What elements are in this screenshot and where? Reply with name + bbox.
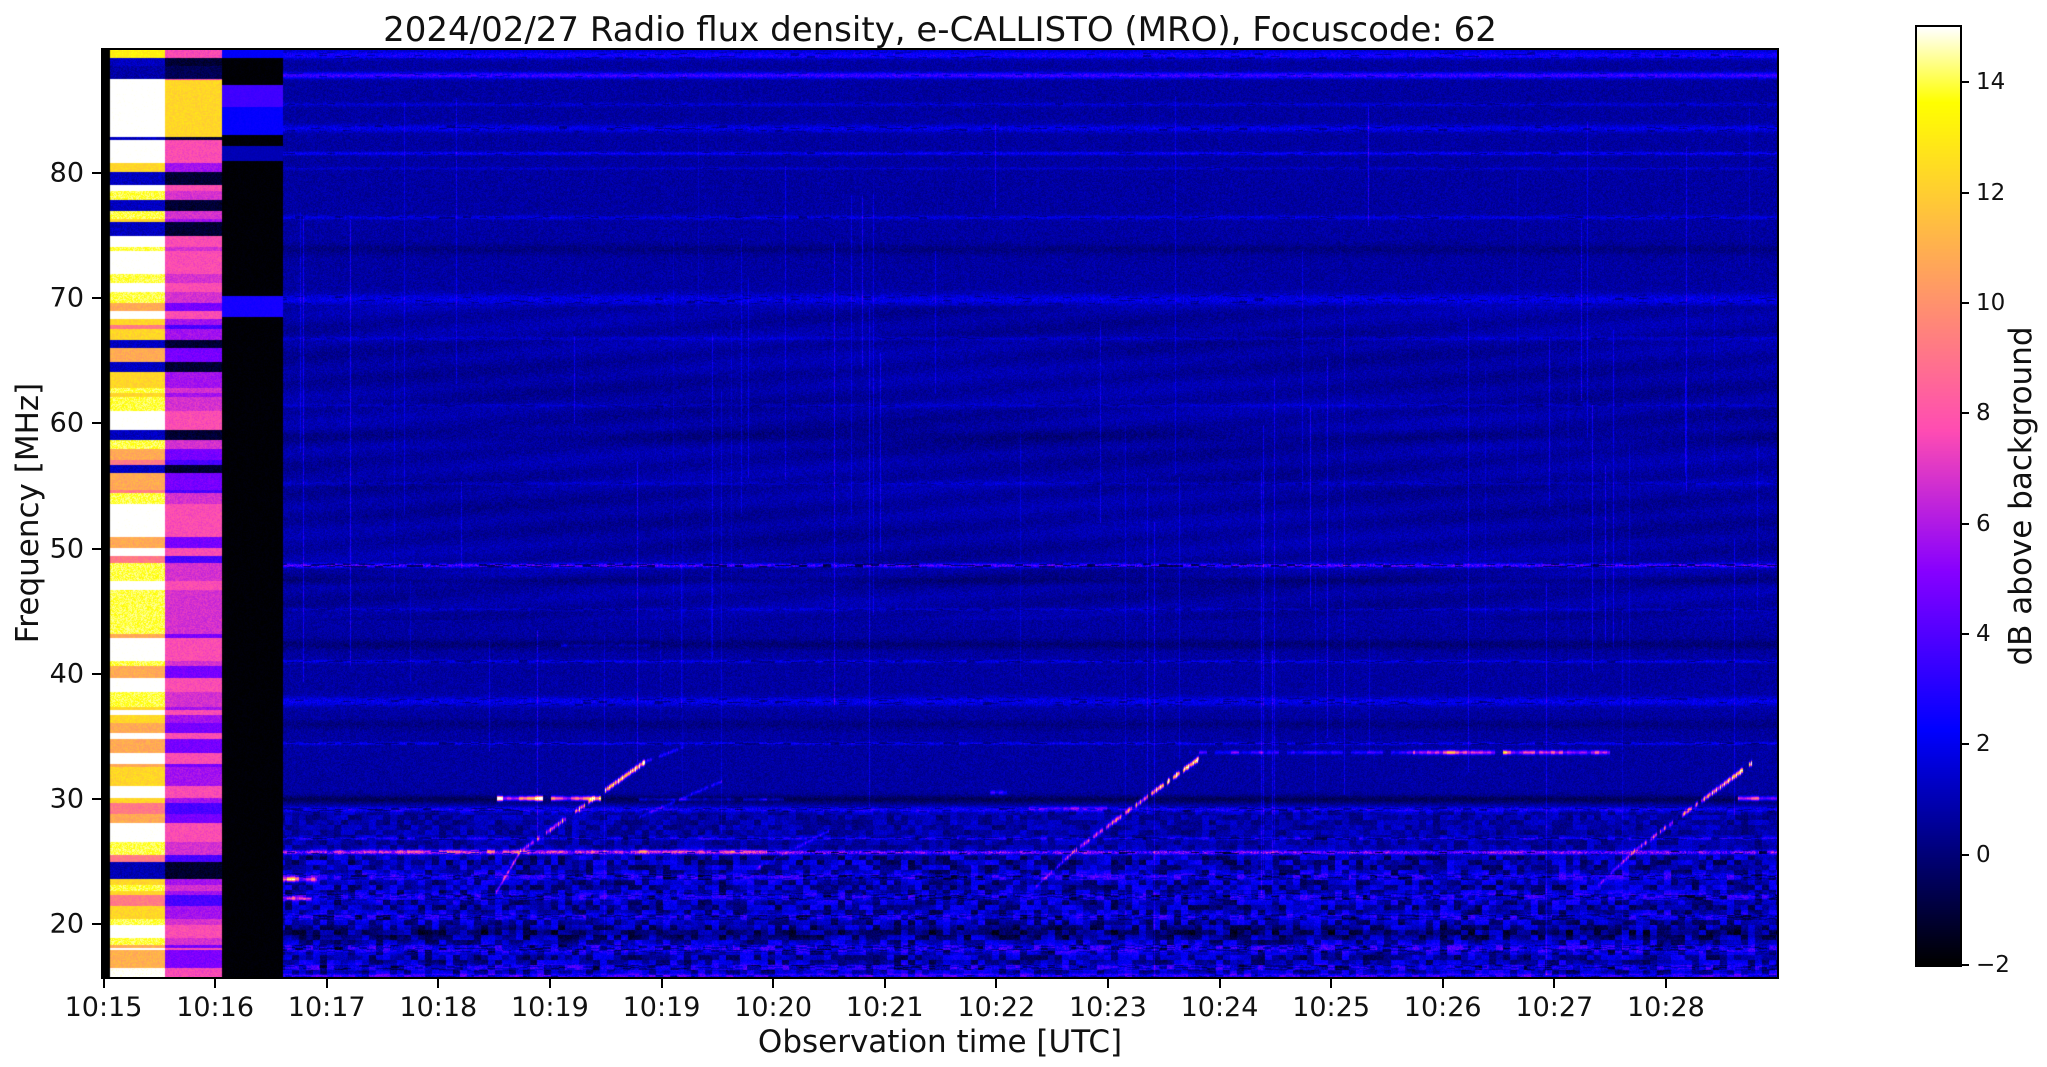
colorbar-tick-label: 2 (1976, 731, 1991, 758)
y-tick-mark (92, 297, 101, 300)
x-tick-mark (1441, 979, 1444, 988)
y-tick-label: 80 (49, 157, 84, 189)
colorbar-gradient (1915, 25, 1962, 967)
colorbar-tick-label: 0 (1976, 841, 1991, 868)
colorbar-tick-label: 10 (1976, 289, 2006, 316)
y-tick-mark (92, 672, 101, 675)
y-tick-label: 30 (49, 783, 84, 815)
x-tick-label: 10:22 (957, 992, 1036, 1023)
y-tick-label: 40 (49, 658, 84, 690)
colorbar-tick-mark (1960, 743, 1969, 746)
colorbar-tick-mark (1960, 191, 1969, 194)
x-tick-label: 10:26 (1403, 992, 1482, 1023)
x-tick-label: 10:27 (1515, 992, 1594, 1023)
x-tick-mark (102, 979, 105, 988)
colorbar-tick-label: 4 (1976, 620, 1991, 647)
x-tick-mark (883, 979, 886, 988)
x-tick-mark (1330, 979, 1333, 988)
colorbar-tick-mark (1960, 853, 1969, 856)
colorbar-tick-mark (1960, 632, 1969, 635)
x-tick-mark (995, 979, 998, 988)
x-tick-label: 10:20 (734, 992, 812, 1023)
x-tick-label: 10:28 (1626, 992, 1705, 1023)
colorbar-tick-mark (1960, 522, 1969, 525)
y-axis-label: Frequency [MHz] (10, 382, 46, 644)
y-tick-label: 60 (49, 407, 84, 439)
y-tick-label: 20 (49, 908, 84, 940)
x-tick-mark (660, 979, 663, 988)
x-tick-label: 10:17 (287, 992, 366, 1023)
colorbar-tick-mark (1960, 412, 1969, 415)
colorbar-tick-mark (1960, 964, 1969, 966)
y-tick-mark (92, 422, 101, 425)
x-tick-mark (1553, 979, 1556, 988)
x-tick-label: 10:18 (399, 992, 478, 1023)
y-tick-label: 70 (49, 282, 84, 314)
x-tick-mark (325, 979, 328, 988)
spectrogram-canvas (101, 48, 1779, 979)
colorbar-tick-label: 12 (1976, 179, 2006, 206)
x-tick-mark (437, 979, 440, 988)
chart-title: 2024/02/27 Radio flux density, e-CALLIST… (383, 10, 1497, 50)
x-tick-mark (1106, 979, 1109, 988)
colorbar-tick-label: 6 (1976, 510, 1991, 537)
x-tick-label: 10:23 (1068, 992, 1147, 1023)
x-tick-label: 10:19 (510, 992, 589, 1023)
x-tick-label: 10:25 (1292, 992, 1370, 1023)
x-tick-mark (548, 979, 551, 988)
x-tick-mark (772, 979, 775, 988)
x-tick-label: 10:19 (622, 992, 701, 1023)
colorbar-tick-mark (1960, 81, 1969, 84)
colorbar-label: dB above background (2003, 326, 2039, 666)
colorbar-tick-mark (1960, 301, 1969, 304)
x-tick-mark (214, 979, 217, 988)
y-tick-mark (92, 547, 101, 550)
colorbar-tick-label: −2 (1976, 952, 2010, 978)
x-tick-label: 10:21 (845, 992, 924, 1023)
x-tick-label: 10:16 (176, 992, 254, 1023)
colorbar-tick-label: 14 (1976, 69, 2006, 96)
y-tick-mark (92, 171, 101, 174)
y-tick-mark (92, 798, 101, 801)
x-tick-label: 10:15 (64, 992, 143, 1023)
x-tick-mark (1218, 979, 1221, 988)
y-tick-label: 50 (49, 533, 84, 565)
x-tick-mark (1664, 979, 1667, 988)
x-axis-label: Observation time [UTC] (757, 1024, 1123, 1060)
x-tick-label: 10:24 (1180, 992, 1259, 1023)
colorbar-tick-label: 8 (1976, 400, 1991, 427)
y-tick-mark (92, 923, 101, 926)
